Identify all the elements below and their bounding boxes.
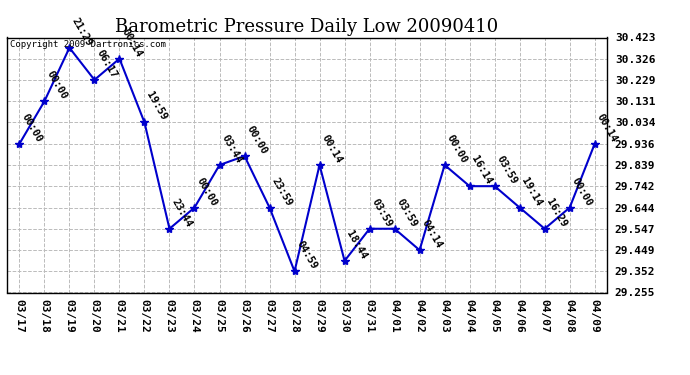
Text: 23:59: 23:59: [270, 176, 294, 208]
Text: 00:14: 00:14: [595, 112, 619, 144]
Text: Copyright 2009 Dartronics.com: Copyright 2009 Dartronics.com: [10, 40, 166, 49]
Text: 19:59: 19:59: [144, 90, 169, 122]
Text: 00:00: 00:00: [19, 112, 43, 144]
Text: 16:29: 16:29: [544, 196, 569, 229]
Text: 00:00: 00:00: [195, 176, 219, 208]
Text: 00:14: 00:14: [319, 133, 344, 165]
Text: 16:14: 16:14: [470, 154, 494, 186]
Text: 04:59: 04:59: [295, 239, 319, 272]
Text: 06:17: 06:17: [95, 48, 119, 80]
Text: 21:29: 21:29: [70, 16, 94, 48]
Text: 00:00: 00:00: [444, 133, 469, 165]
Text: 03:44: 03:44: [219, 133, 244, 165]
Text: 19:14: 19:14: [520, 176, 544, 208]
Text: 00:00: 00:00: [44, 69, 69, 101]
Text: 18:44: 18:44: [344, 229, 369, 261]
Text: 23:44: 23:44: [170, 196, 194, 229]
Text: 00:00: 00:00: [244, 124, 269, 156]
Text: 04:14: 04:14: [420, 218, 444, 250]
Title: Barometric Pressure Daily Low 20090410: Barometric Pressure Daily Low 20090410: [115, 18, 499, 36]
Text: 03:59: 03:59: [395, 196, 419, 229]
Text: 00:00: 00:00: [570, 176, 594, 208]
Text: 00:14: 00:14: [119, 27, 144, 58]
Text: 03:59: 03:59: [370, 196, 394, 229]
Text: 03:59: 03:59: [495, 154, 519, 186]
